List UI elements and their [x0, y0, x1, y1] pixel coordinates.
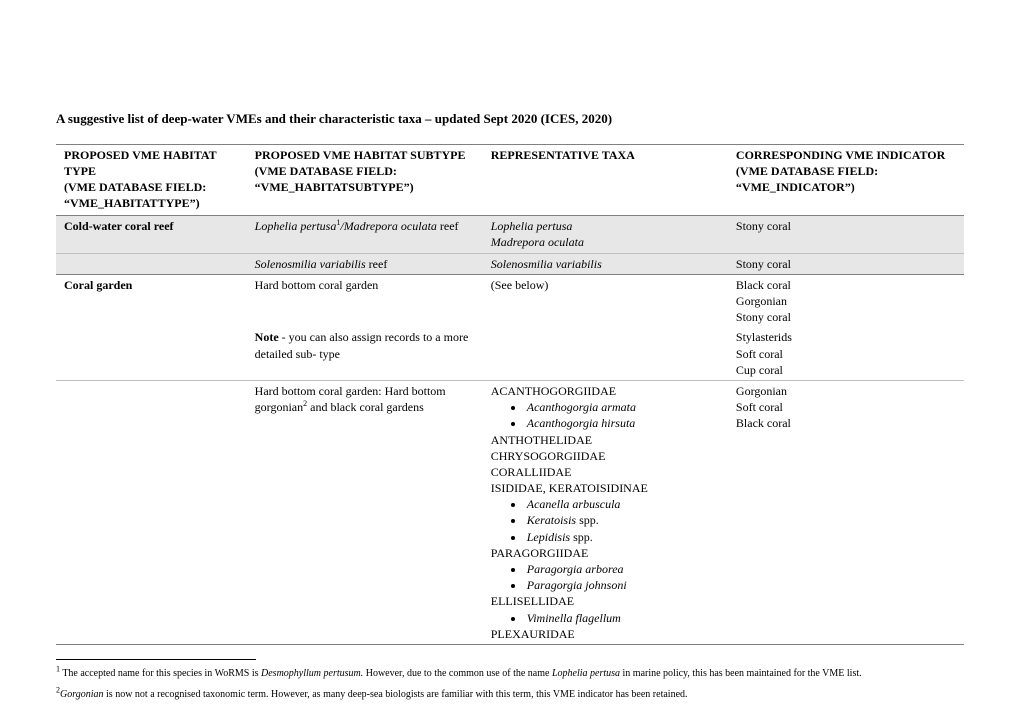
cell-subtype: Lophelia pertusa1/Madrepora oculata reef [247, 216, 483, 253]
taxon-name: Madrepora oculata [491, 235, 584, 249]
family-name: CHRYSOGORGIIDAE [491, 449, 606, 463]
text: reef [437, 219, 459, 233]
taxon-name: Lophelia pertusa [255, 219, 337, 233]
cell-empty [483, 327, 728, 380]
family-name: ELLISELLIDAE [491, 594, 574, 608]
table-row: Cold-water coral reef Lophelia pertusa1/… [56, 216, 964, 253]
taxon-name: Paragorgia johnsoni [527, 578, 627, 592]
taxon-name: Viminella flagellum [527, 611, 621, 625]
list-item: Viminella flagellum [525, 610, 722, 626]
family-name: ISIDIDAE, KERATOISIDINAE [491, 481, 648, 495]
taxa-list: Acanella arbuscula Keratoisis spp. Lepid… [491, 496, 722, 545]
table-header-row: PROPOSED VME HABITAT TYPE (VME DATABASE … [56, 144, 964, 216]
cell-indicator: Stylasterids Soft coral Cup coral [728, 327, 964, 380]
table-row: Coral garden Hard bottom coral garden (S… [56, 274, 964, 327]
indicator-item: Gorgonian [736, 384, 787, 398]
indicator-item: Cup coral [736, 363, 783, 377]
family-name: ANTHOTHELIDAE [491, 433, 592, 447]
footnote-2: 2Gorgonian is now not a recognised taxon… [56, 687, 964, 702]
cell-note: Note - you can also assign records to a … [247, 327, 483, 380]
header-subtext: (VME DATABASE FIELD: “VME_HABITATSUBTYPE… [255, 164, 414, 194]
taxon-name: Madrepora oculata [344, 219, 437, 233]
note-label: Note [255, 330, 279, 344]
indicator-item: Stylasterids [736, 330, 792, 344]
list-item: Acanthogorgia hirsuta [525, 415, 722, 431]
family-name: ACANTHOGORGIIDAE [491, 384, 616, 398]
footnote-separator [56, 659, 256, 660]
cell-subtype: Hard bottom coral garden [247, 274, 483, 327]
page-title: A suggestive list of deep-water VMEs and… [56, 110, 964, 128]
cell-habitat-type: Cold-water coral reef [56, 216, 247, 253]
cell-taxa: Solenosmilia variabilis [483, 253, 728, 274]
taxa-list: Viminella flagellum [491, 610, 722, 626]
col-habitat-subtype: PROPOSED VME HABITAT SUBTYPE (VME DATABA… [247, 144, 483, 216]
col-indicator: CORRESPONDING VME INDICATOR (VME DATABAS… [728, 144, 964, 216]
indicator-item: Soft coral [736, 400, 783, 414]
vme-table: PROPOSED VME HABITAT TYPE (VME DATABASE … [56, 144, 964, 645]
table-row: Solenosmilia variabilis reef Solenosmili… [56, 253, 964, 274]
header-text: PROPOSED VME HABITAT SUBTYPE [255, 148, 466, 162]
text: and black coral gardens [307, 400, 424, 414]
taxon-name: Solenosmilia variabilis [255, 257, 366, 271]
cell-empty [56, 327, 247, 380]
list-item: Acanella arbuscula [525, 496, 722, 512]
taxon-name: Lophelia pertusa [491, 219, 573, 233]
taxon-name: Lophelia pertusa [552, 668, 620, 679]
cell-subtype: Hard bottom coral garden: Hard bottom go… [247, 380, 483, 644]
header-text: REPRESENTATIVE TAXA [491, 148, 635, 162]
text: spp. [570, 530, 593, 544]
list-item: Paragorgia arborea [525, 561, 722, 577]
taxon-name: Acanthogorgia hirsuta [527, 416, 636, 430]
taxon-name: Lepidisis [527, 530, 570, 544]
header-text: CORRESPONDING VME INDICATOR [736, 148, 945, 162]
taxon-name: Acanthogorgia armata [527, 400, 636, 414]
list-item: Paragorgia johnsoni [525, 577, 722, 593]
table-row: Hard bottom coral garden: Hard bottom go… [56, 380, 964, 644]
taxon-name: Keratoisis [527, 513, 576, 527]
cell-indicator: Gorgonian Soft coral Black coral [728, 380, 964, 644]
list-item: Acanthogorgia armata [525, 399, 722, 415]
cell-taxa: Lophelia pertusa Madrepora oculata [483, 216, 728, 253]
cell-taxa: (See below) [483, 274, 728, 327]
cell-subtype: Solenosmilia variabilis reef [247, 253, 483, 274]
indicator-item: Black coral [736, 278, 791, 292]
indicator-item: Gorgonian [736, 294, 787, 308]
table-row: Note - you can also assign records to a … [56, 327, 964, 380]
indicator-item: Stony coral [736, 310, 791, 324]
family-name: PARAGORGIIDAE [491, 546, 589, 560]
header-subtext: (VME DATABASE FIELD: “VME_INDICATOR”) [736, 164, 878, 194]
header-subtext: (VME DATABASE FIELD: “VME_HABITATTYPE”) [64, 180, 206, 210]
note-text: - you can also assign records to a more … [255, 330, 469, 360]
footnote-1: 1 The accepted name for this species in … [56, 666, 964, 681]
taxon-name: Paragorgia arborea [527, 562, 624, 576]
cell-indicator: Stony coral [728, 216, 964, 253]
cell-empty [56, 253, 247, 274]
text: spp. [576, 513, 599, 527]
cell-indicator: Stony coral [728, 253, 964, 274]
col-representative-taxa: REPRESENTATIVE TAXA [483, 144, 728, 216]
taxon-name: Gorgonian [60, 689, 104, 700]
cell-indicator: Black coral Gorgonian Stony coral [728, 274, 964, 327]
text: However, due to the common use of the na… [363, 668, 552, 679]
header-text: PROPOSED VME HABITAT TYPE [64, 148, 216, 178]
taxon-name: Solenosmilia variabilis [491, 257, 602, 271]
list-item: Keratoisis spp. [525, 512, 722, 528]
taxa-list: Acanthogorgia armata Acanthogorgia hirsu… [491, 399, 722, 431]
text: in marine policy, this has been maintain… [620, 668, 862, 679]
cell-empty [56, 380, 247, 644]
taxa-list: Paragorgia arborea Paragorgia johnsoni [491, 561, 722, 593]
indicator-item: Soft coral [736, 347, 783, 361]
text: The accepted name for this species in Wo… [60, 668, 261, 679]
family-name: PLEXAURIDAE [491, 627, 575, 641]
list-item: Lepidisis spp. [525, 529, 722, 545]
family-name: CORALLIIDAE [491, 465, 572, 479]
taxon-name: Desmophyllum pertusum. [261, 668, 363, 679]
cell-taxa: ACANTHOGORGIIDAE Acanthogorgia armata Ac… [483, 380, 728, 644]
indicator-item: Black coral [736, 416, 791, 430]
cell-habitat-type: Coral garden [56, 274, 247, 327]
text: reef [366, 257, 388, 271]
taxon-name: Acanella arbuscula [527, 497, 621, 511]
col-habitat-type: PROPOSED VME HABITAT TYPE (VME DATABASE … [56, 144, 247, 216]
text: is now not a recognised taxonomic term. … [104, 689, 688, 700]
